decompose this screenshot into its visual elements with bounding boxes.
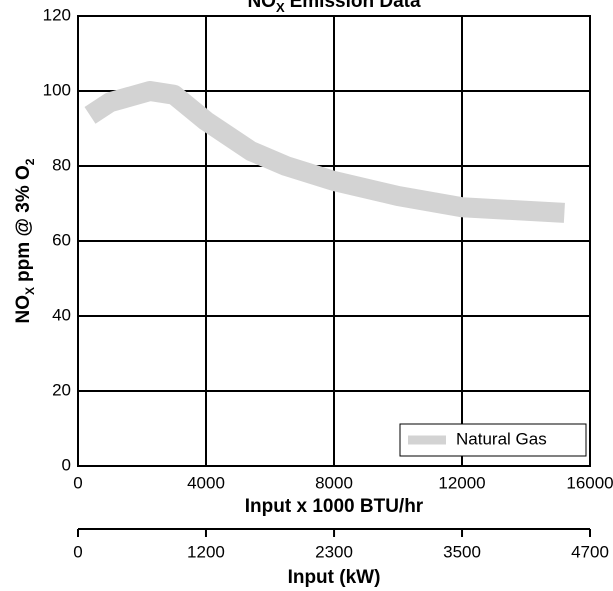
x-tick-label: 12000 — [438, 473, 485, 492]
chart-title: NOX Emission Data — [247, 0, 421, 15]
y-tick-label: 40 — [52, 305, 71, 324]
title-part: NO — [247, 0, 276, 12]
y-tick-label: 60 — [52, 230, 71, 249]
x-tick-label: 0 — [73, 473, 82, 492]
x-axis-label: Input x 1000 BTU/hr — [245, 496, 424, 517]
title-subscript: X — [276, 0, 285, 15]
x2-axis-label: Input (kW) — [288, 567, 381, 588]
x-tick-label: 8000 — [315, 473, 353, 492]
legend-label: Natural Gas — [456, 429, 547, 448]
x-tick-label: 16000 — [566, 473, 613, 492]
y-axis-label: NOXppm @ 3% O2 — [13, 158, 37, 323]
series-band — [84, 81, 565, 223]
x-tick-label: 4000 — [187, 473, 225, 492]
x2-tick-label: 1200 — [187, 542, 225, 561]
x2-tick-label: 0 — [73, 542, 82, 561]
y-tick-label: 20 — [52, 380, 71, 399]
x2-tick-label: 4700 — [571, 542, 609, 561]
y-tick-label: 120 — [43, 5, 71, 24]
x2-tick-label: 2300 — [315, 542, 353, 561]
plot-frame — [77, 15, 591, 467]
title-part: Emission Data — [290, 0, 421, 12]
label-subscript: 2 — [23, 158, 37, 165]
x2-tick-label: 3500 — [443, 542, 481, 561]
label-subscript: X — [23, 287, 37, 295]
label-part: ppm @ 3% O — [13, 165, 34, 282]
label-part: NO — [13, 295, 34, 324]
y-tick-label: 100 — [43, 80, 71, 99]
y-tick-label: 0 — [62, 455, 71, 474]
y-tick-label: 80 — [52, 155, 71, 174]
